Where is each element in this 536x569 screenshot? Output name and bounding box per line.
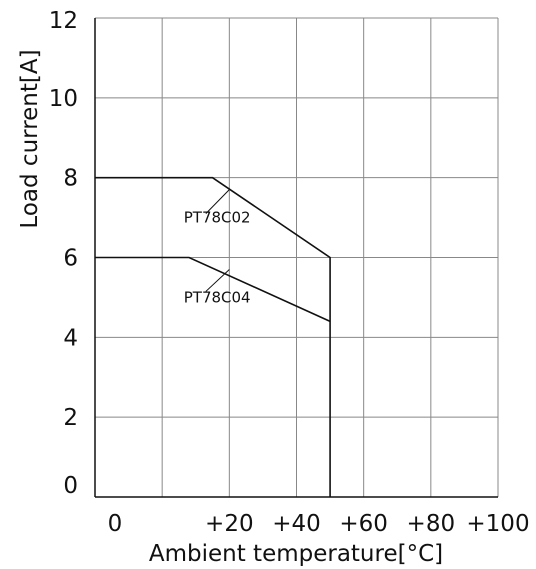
x-tick-label: +60 [339, 511, 388, 537]
series-lines [95, 176, 331, 497]
tick-labels: 0 2 4 6 8 10 12 0 +20 +40 +60 +80 +100 [49, 8, 530, 537]
y-tick-label: 6 [63, 246, 78, 272]
y-tick-label: 0 [63, 473, 78, 499]
y-tick-label: 10 [49, 86, 78, 112]
x-tick-label: +40 [272, 511, 321, 537]
x-axis-label: Ambient temperature[°C] [149, 541, 443, 567]
x-tick-label: +80 [407, 511, 456, 537]
y-tick-label: 8 [63, 166, 78, 192]
grid [95, 17, 499, 497]
y-tick-label: 4 [63, 325, 78, 351]
x-tick-label: +20 [205, 511, 254, 537]
series-line-pt78c02 [95, 176, 331, 497]
x-tick-label: 0 [108, 511, 123, 537]
x-tick-label: +100 [466, 511, 529, 537]
series-label: PT78C02 [184, 209, 251, 227]
y-axis-label: Load current[A] [17, 49, 43, 228]
series-leader-line [205, 189, 230, 214]
series-leader-line [205, 269, 230, 292]
y-tick-label: 12 [49, 8, 78, 34]
y-tick-label: 2 [63, 405, 78, 431]
series-label: PT78C04 [184, 288, 251, 306]
labels: Ambient temperature[°C] Load current[A] … [17, 49, 443, 567]
series-line-pt78c04 [95, 256, 331, 323]
